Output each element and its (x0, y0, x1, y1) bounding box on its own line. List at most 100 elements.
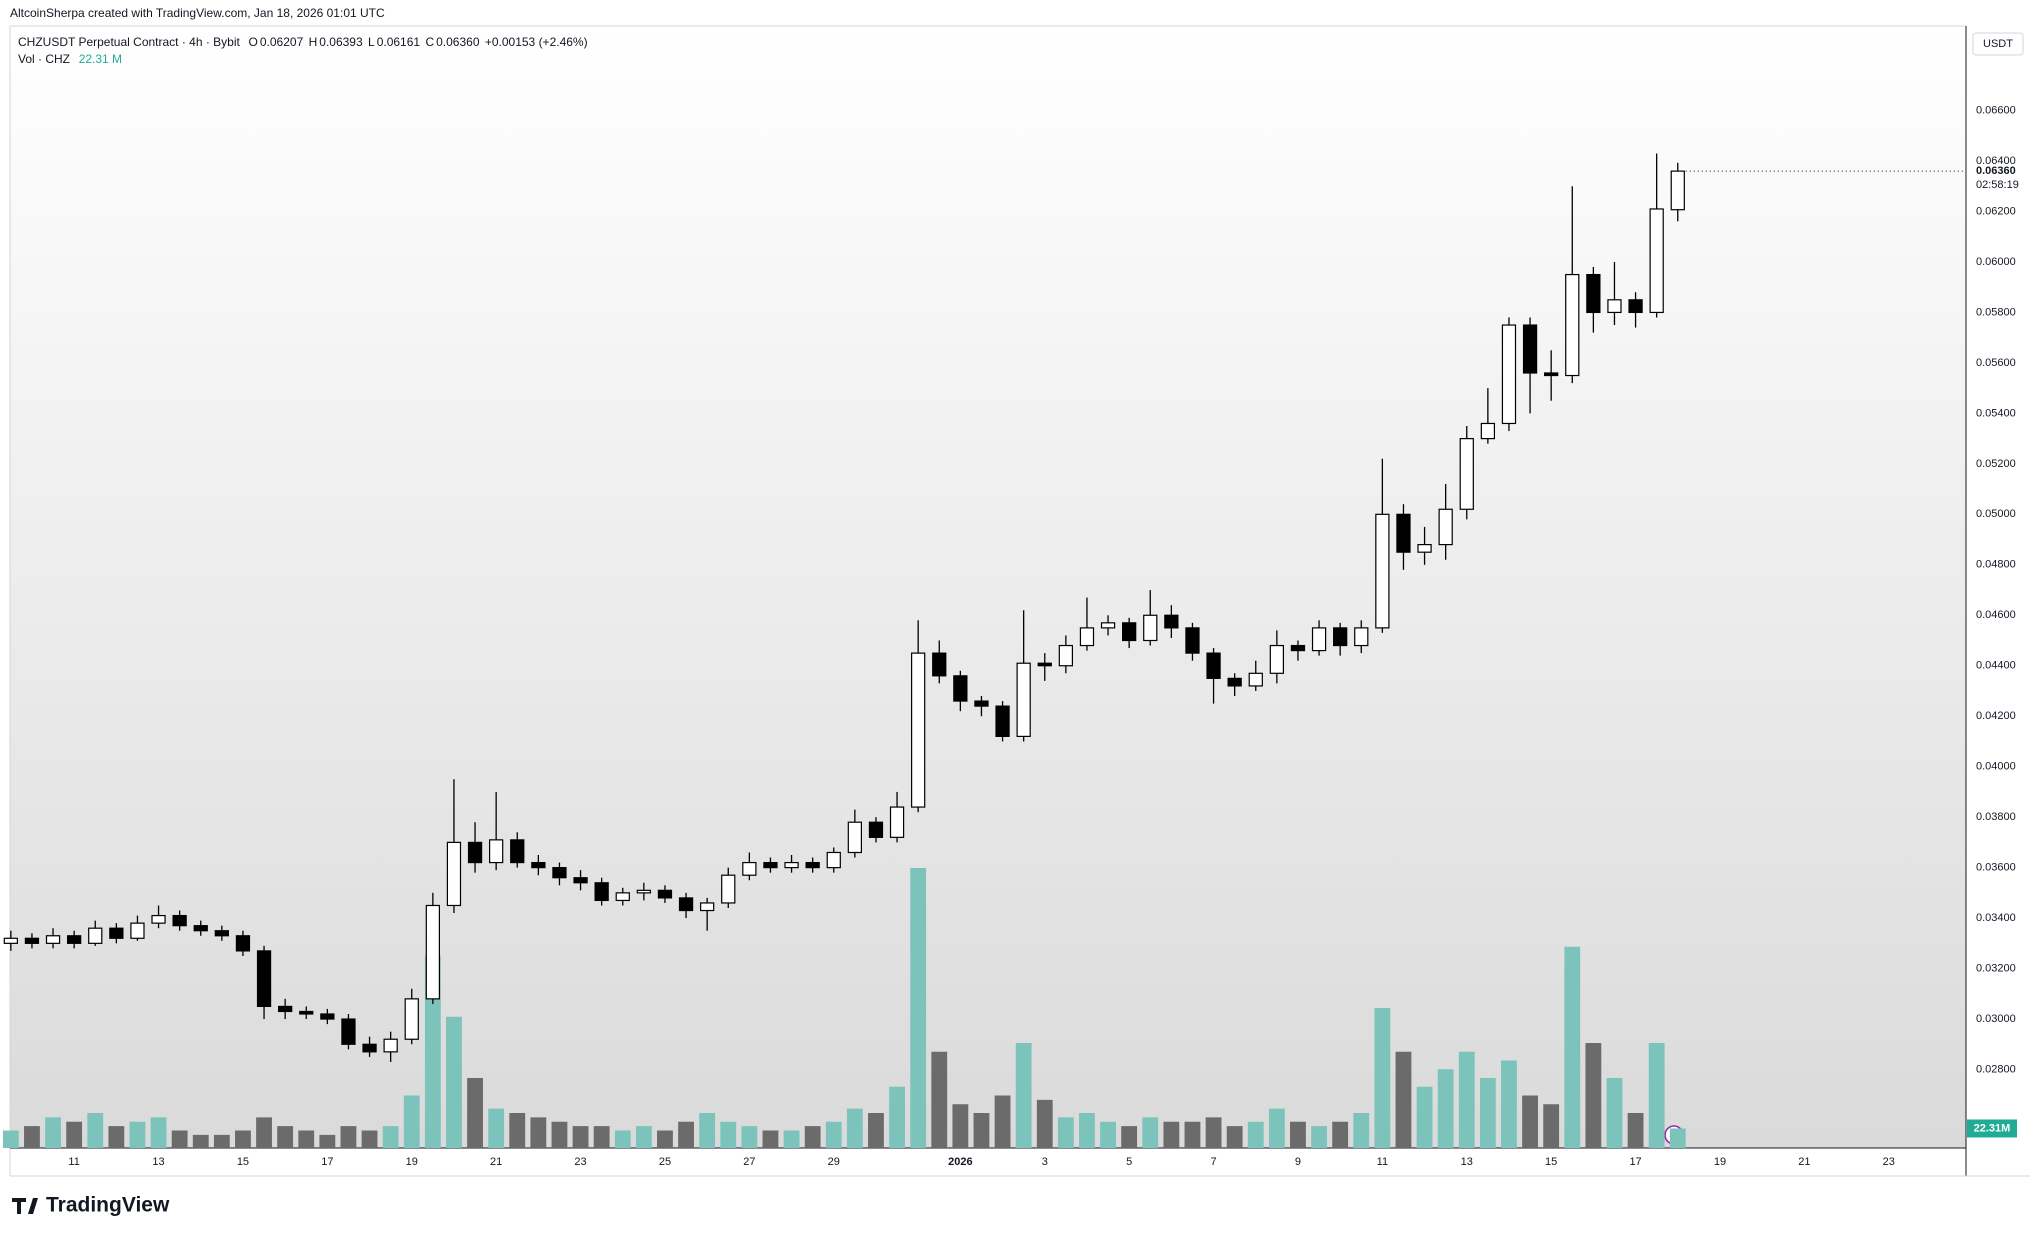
volume-bar (720, 1121, 737, 1148)
x-tick-label: 9 (1295, 1156, 1301, 1168)
candle-body (1016, 662, 1031, 737)
candle (172, 910, 187, 931)
volume-bar (994, 1095, 1011, 1148)
volume-name: Vol · CHZ (18, 52, 71, 66)
x-tick-label: 19 (1714, 1156, 1726, 1168)
y-tick-label: 0.03000 (1976, 1013, 2016, 1025)
candle-body (24, 937, 40, 944)
x-tick-label: 13 (152, 1156, 164, 1168)
y-tick-label: 0.02800 (1976, 1063, 2016, 1075)
volume-bar (530, 1117, 547, 1148)
candle-body (531, 861, 546, 869)
candle-body (721, 874, 736, 904)
candle (489, 791, 504, 871)
volume-bar (1395, 1051, 1412, 1148)
x-tick-label: 29 (828, 1156, 840, 1168)
y-tick-label: 0.06200 (1976, 205, 2016, 217)
change: +0.00153 (+2.46%) (484, 35, 588, 49)
candle (3, 930, 18, 951)
y-tick-label: 0.04800 (1976, 559, 2016, 571)
candle-body (1079, 627, 1095, 647)
currency-box[interactable] (1972, 32, 2024, 56)
x-tick-label: 23 (574, 1156, 586, 1168)
candle (847, 809, 862, 858)
candle-body (1290, 644, 1306, 652)
candle (953, 670, 968, 712)
candle-body (1670, 170, 1685, 211)
candle-body (1607, 299, 1622, 314)
candle (889, 791, 905, 843)
volume-bar (910, 868, 927, 1148)
volume-bar (1458, 1051, 1475, 1148)
volume-bar (1100, 1121, 1116, 1148)
x-tick-label: 13 (1461, 1156, 1473, 1168)
candle (763, 857, 778, 873)
candle-body (1649, 208, 1664, 314)
candle (151, 905, 166, 929)
candle-body (1037, 662, 1052, 667)
y-tick-label: 0.05600 (1976, 357, 2016, 369)
volume-bar (446, 1016, 462, 1148)
volume-bar (635, 1126, 652, 1148)
volume-bar (298, 1130, 315, 1148)
volume-bar (593, 1126, 610, 1148)
candle-body (1480, 422, 1496, 440)
volume-bar (741, 1126, 758, 1148)
volume-bar (1184, 1121, 1201, 1148)
x-tick-label: 17 (321, 1156, 333, 1168)
volume-bar (952, 1104, 969, 1148)
candle (1290, 640, 1306, 661)
volume-axis-label: 22.31M (1974, 1122, 2011, 1134)
candle (552, 862, 567, 886)
x-tick-label: 17 (1629, 1156, 1641, 1168)
y-tick-label: 0.03400 (1976, 912, 2016, 924)
candle (1459, 425, 1474, 520)
x-tick-label: 27 (743, 1156, 755, 1168)
candle-body (1459, 438, 1474, 510)
volume-bar (804, 1126, 821, 1148)
candle-body (974, 700, 989, 707)
candle (1522, 317, 1538, 414)
volume-bar (614, 1130, 631, 1148)
candle-body (1544, 372, 1559, 377)
y-tick-label: 0.05200 (1976, 458, 2016, 470)
candle (1122, 617, 1137, 649)
x-tick-label: 11 (68, 1156, 79, 1168)
candle-body (383, 1038, 398, 1053)
volume-bar (403, 1095, 420, 1148)
volume-bar (1290, 1121, 1306, 1148)
y-tick-label: 0.03200 (1976, 962, 2016, 974)
volume-value: 22.31 M (78, 52, 123, 66)
volume-bar (1311, 1126, 1327, 1148)
candle-body (235, 935, 251, 952)
candle-body (889, 806, 905, 838)
candle (1206, 648, 1221, 704)
candle-body (953, 675, 968, 702)
candle (1628, 292, 1643, 328)
volume-bar (45, 1117, 61, 1148)
candle (256, 945, 272, 1020)
candle (1143, 590, 1158, 646)
x-tick-label: 21 (490, 1156, 502, 1168)
candle-body (45, 935, 61, 944)
volume-bar (1142, 1117, 1159, 1148)
candle (1501, 317, 1517, 432)
x-tick-label: 15 (237, 1156, 249, 1168)
volume-bar (1332, 1121, 1349, 1148)
candle (678, 892, 694, 919)
candle (636, 882, 651, 901)
candle-body (763, 861, 778, 869)
candle-body (1417, 544, 1432, 553)
x-tick-label: 15 (1545, 1156, 1557, 1168)
candle-body (1586, 273, 1601, 314)
candle (573, 870, 588, 891)
candle-body (868, 821, 884, 838)
candle-body (88, 927, 103, 944)
y-tick-label: 0.04600 (1976, 609, 2016, 621)
volume-bar (340, 1126, 357, 1148)
candle (88, 920, 103, 946)
x-tick-label: 5 (1126, 1156, 1132, 1168)
candle-body (151, 914, 166, 924)
candle-body (805, 861, 820, 869)
